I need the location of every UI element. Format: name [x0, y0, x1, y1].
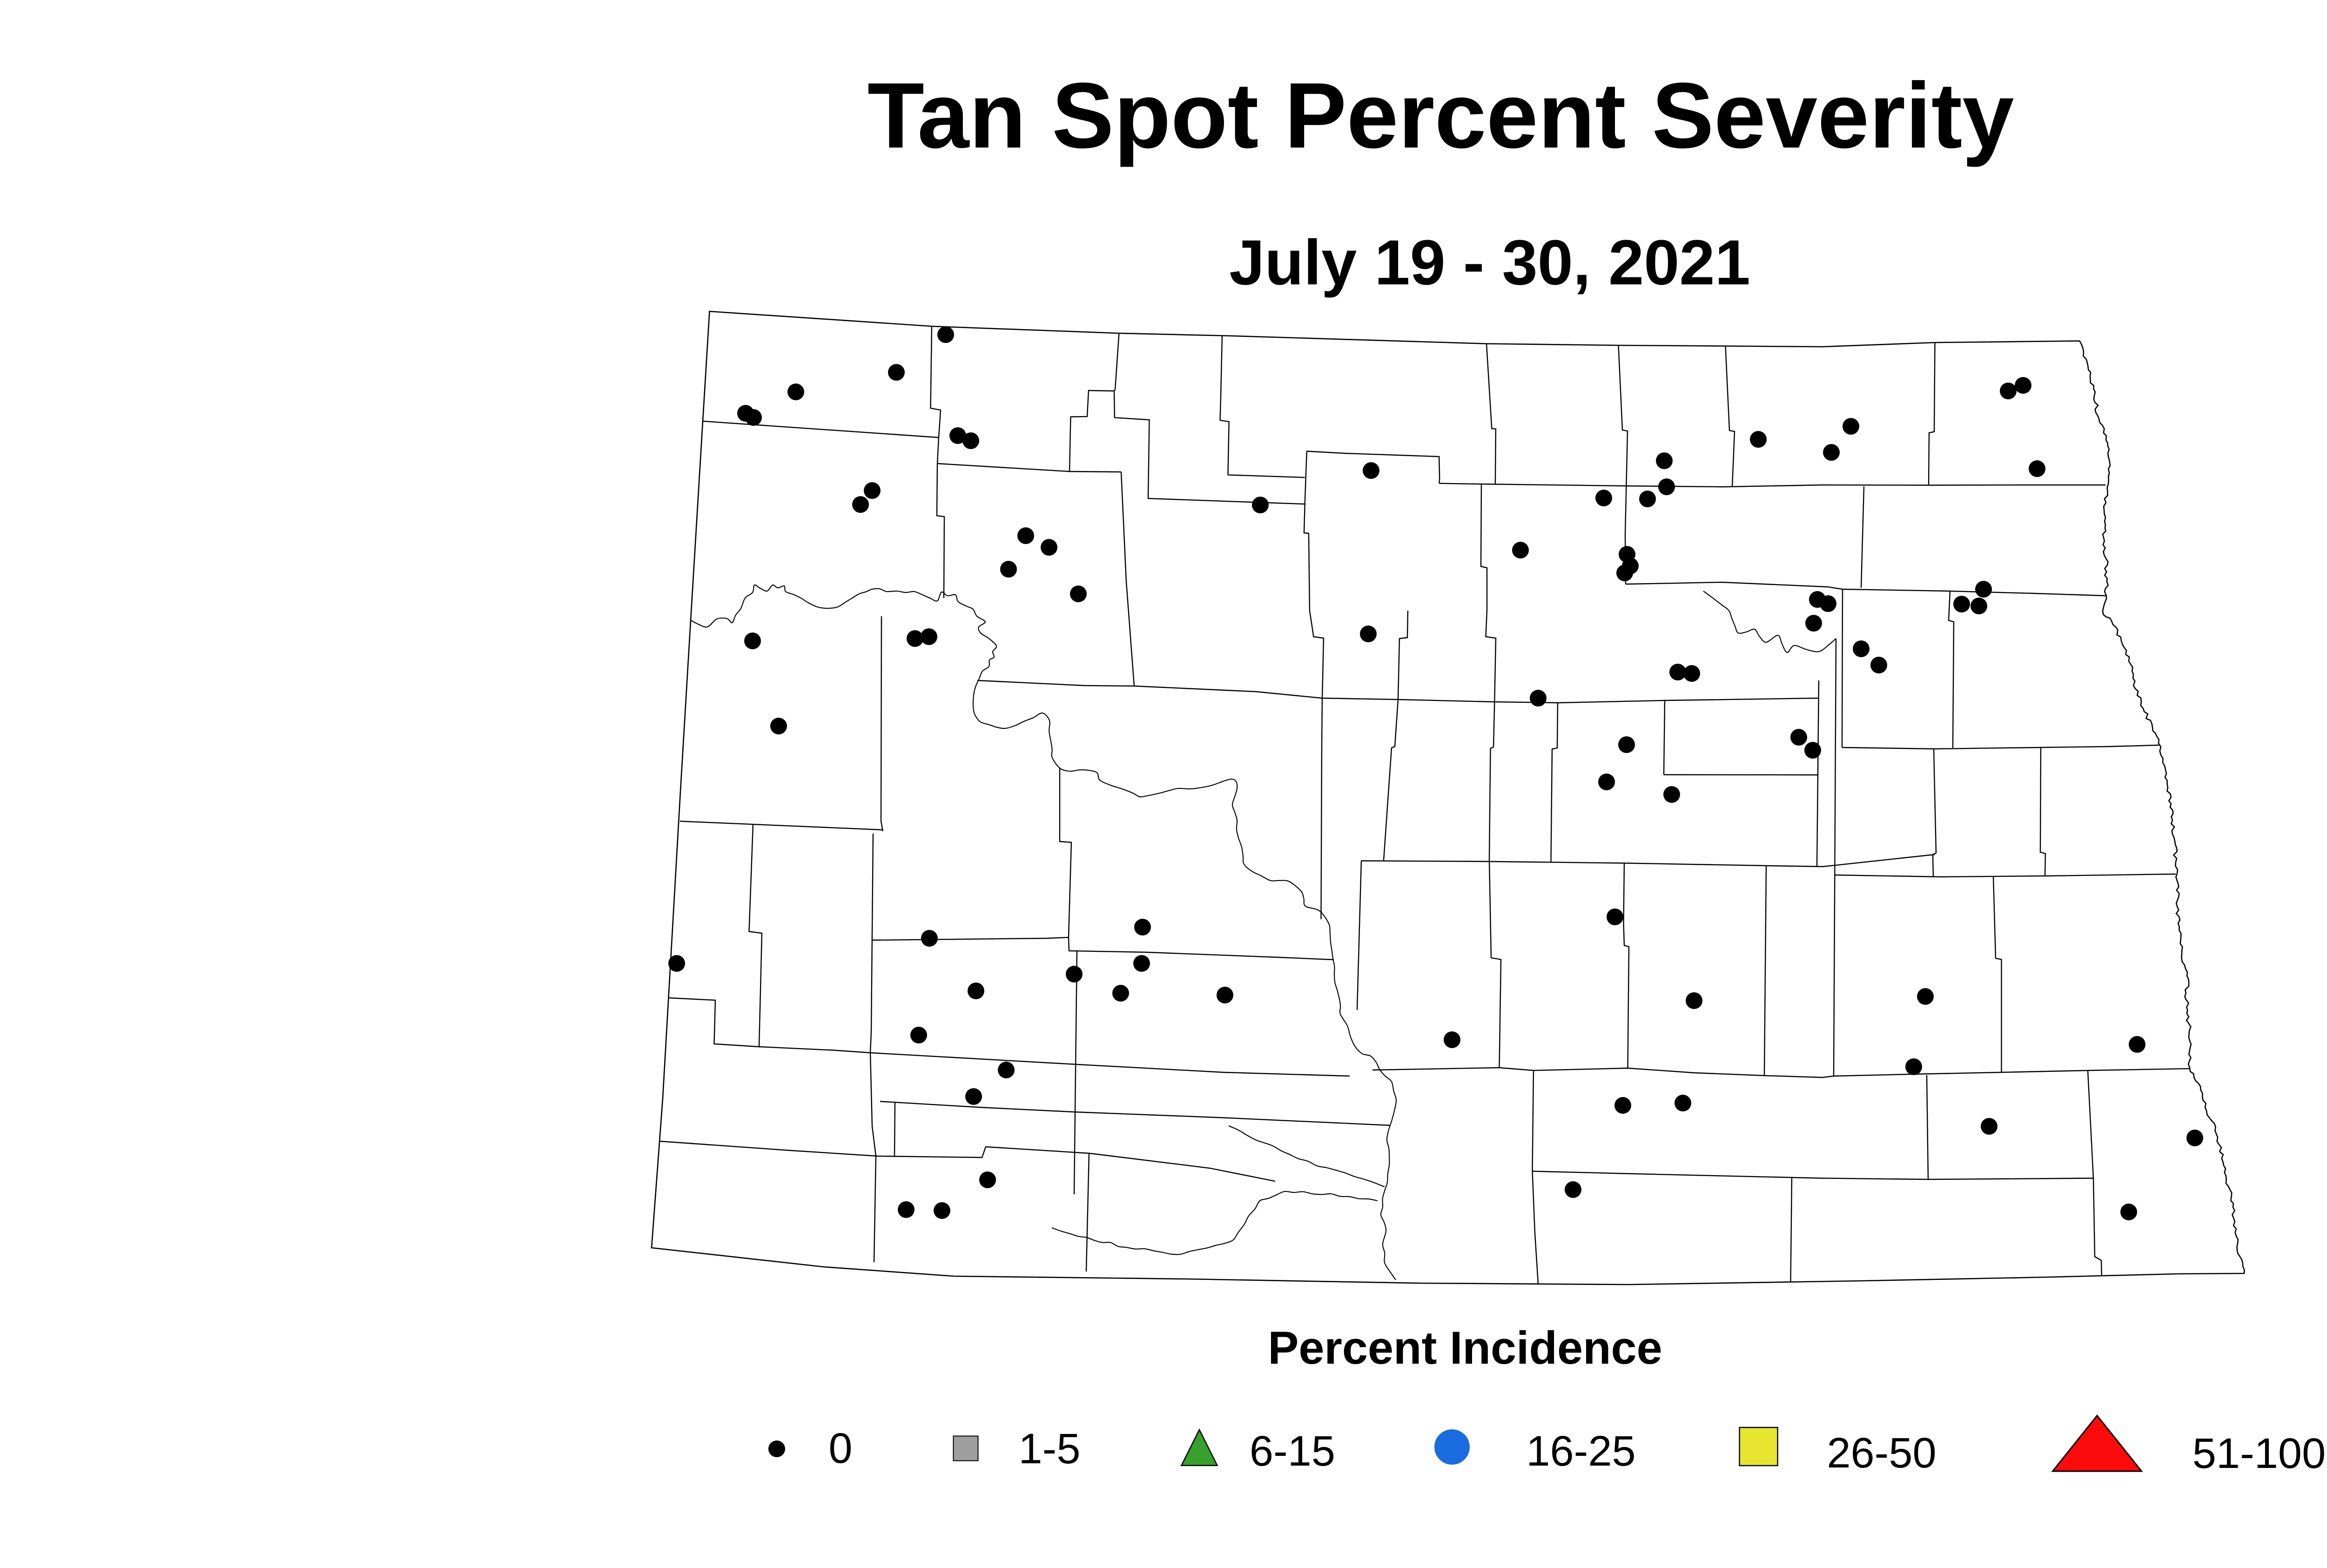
svg-text:July 19 - 30, 2021: July 19 - 30, 2021	[1229, 227, 1750, 298]
svg-text:Tan Spot Percent Severity: Tan Spot Percent Severity	[868, 64, 2014, 168]
svg-text:26-50: 26-50	[1827, 1429, 1936, 1477]
svg-text:1-5: 1-5	[1019, 1425, 1081, 1473]
svg-text:0: 0	[828, 1425, 852, 1472]
svg-text:51-100: 51-100	[2192, 1430, 2326, 1477]
svg-text:6-15: 6-15	[1250, 1427, 1335, 1475]
svg-text:Percent Incidence: Percent Incidence	[1268, 1322, 1662, 1373]
svg-text:16-25: 16-25	[1526, 1427, 1635, 1475]
